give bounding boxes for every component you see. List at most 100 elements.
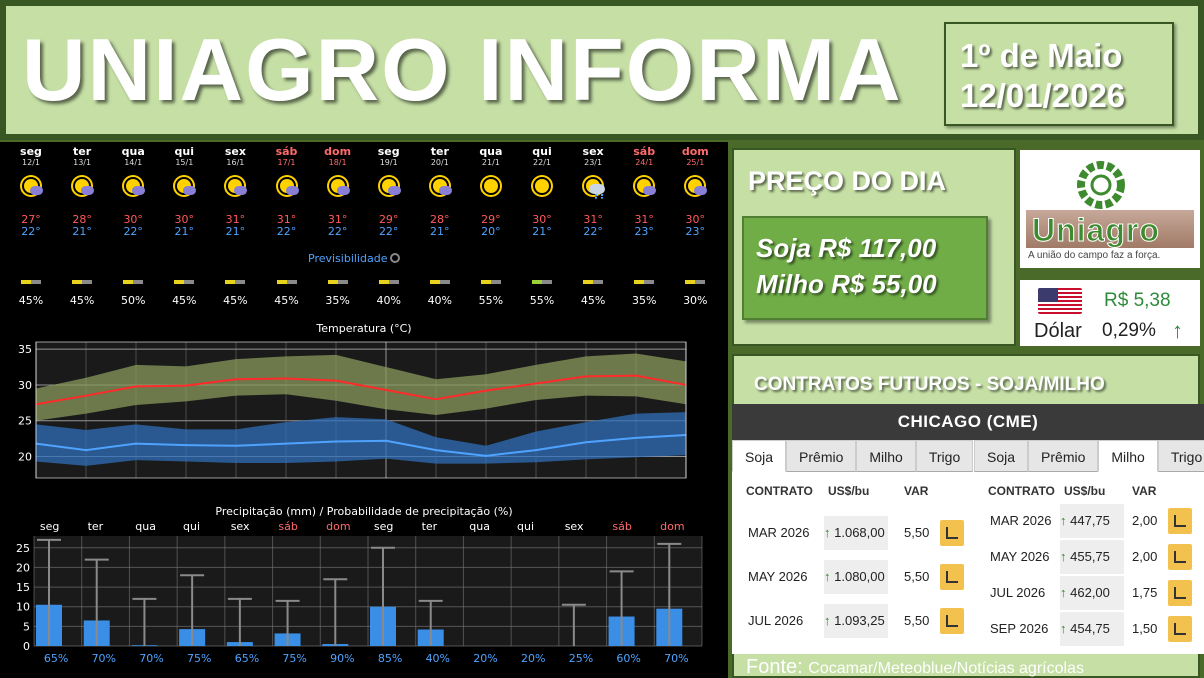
price-title: PREÇO DO DIA bbox=[748, 166, 947, 196]
column-header: VAR bbox=[904, 484, 929, 498]
contract-price: 455,75 bbox=[1070, 549, 1110, 564]
day-name: seg bbox=[20, 145, 42, 158]
temp-min: 22° bbox=[276, 225, 297, 238]
y-tick-label: 15 bbox=[16, 581, 30, 594]
predictability-value: 55% bbox=[478, 294, 504, 307]
date-box: 1º de Maio 12/01/2026 bbox=[944, 22, 1174, 126]
price-box: Soja R$ 117,00 Milho R$ 55,00 bbox=[742, 216, 988, 320]
x-tick-label: ter bbox=[88, 520, 104, 533]
chart-button[interactable] bbox=[1168, 616, 1192, 642]
temp-max: 27° bbox=[21, 213, 41, 226]
dollar-label: Dólar bbox=[1034, 320, 1082, 342]
x-tick-label: ter bbox=[422, 520, 438, 533]
chart-button[interactable] bbox=[940, 564, 964, 590]
day-date: 20/1 bbox=[430, 158, 449, 167]
day-date: 16/1 bbox=[226, 158, 245, 167]
cloud-shape bbox=[589, 184, 606, 194]
predictability-value: 45% bbox=[223, 294, 248, 307]
chart-button[interactable] bbox=[1168, 508, 1192, 534]
probability-label: 60% bbox=[616, 652, 640, 665]
day-name: ter bbox=[73, 145, 92, 158]
day-name: qui bbox=[174, 145, 195, 158]
y-tick-label: 30 bbox=[18, 379, 32, 392]
chart-button[interactable] bbox=[940, 520, 964, 546]
predictability-bar bbox=[123, 280, 144, 284]
day-name: qua bbox=[121, 145, 145, 158]
tab-trigo[interactable]: Trigo bbox=[915, 440, 974, 472]
temperature-line bbox=[35, 434, 687, 457]
contract-name: MAY 2026 bbox=[748, 569, 808, 584]
price-cell: ↑ 447,75 bbox=[1060, 504, 1124, 538]
sun-storm-icon bbox=[19, 176, 43, 200]
probability-label: 75% bbox=[282, 652, 306, 665]
source-prefix: Fonte: bbox=[746, 656, 803, 678]
chart-button[interactable] bbox=[940, 608, 964, 634]
forecast-day: qua 14/1 30° 22° bbox=[108, 146, 158, 238]
y-tick-label: 0 bbox=[23, 640, 30, 653]
temperature-chart-title: Temperatura (°C) bbox=[316, 322, 412, 335]
probability-label: 70% bbox=[92, 652, 116, 665]
dollar-variation: 0,29% bbox=[1102, 320, 1156, 341]
sun-icon bbox=[530, 176, 554, 200]
predictability-value: 40% bbox=[376, 294, 401, 307]
storm-cloud-shape bbox=[694, 186, 708, 195]
temp-max: 31° bbox=[276, 213, 297, 226]
tab-prêmio[interactable]: Prêmio bbox=[1028, 440, 1099, 472]
contract-variation: 2,00 bbox=[1132, 549, 1158, 564]
sun-storm-icon bbox=[377, 176, 401, 200]
up-arrow-icon: ↑ bbox=[824, 525, 831, 540]
day-name: ter bbox=[430, 145, 449, 158]
tab-soja[interactable]: Soja bbox=[974, 440, 1029, 472]
tab-milho[interactable]: Milho bbox=[856, 440, 916, 472]
predictability-text: Previsibilidade bbox=[308, 252, 388, 265]
source-footer: Fonte: Cocamar/Meteoblue/Notícias agríco… bbox=[746, 656, 1084, 678]
predictability-item: 30% bbox=[670, 280, 720, 307]
temp-max: 31° bbox=[583, 213, 603, 226]
predictability-value: 35% bbox=[631, 294, 657, 307]
table-row: MAR 2026 ↑ 1.068,00 5,50 bbox=[732, 516, 964, 550]
x-tick-label: qui bbox=[183, 520, 200, 533]
predictability-bar bbox=[21, 280, 41, 284]
predictability-value: 35% bbox=[325, 294, 350, 307]
temp-min: 22° bbox=[21, 225, 41, 238]
logo-emblem-icon bbox=[1077, 161, 1125, 209]
sun-storm-icon bbox=[121, 176, 146, 200]
price-cell: ↑ 1.080,00 bbox=[824, 560, 888, 594]
column-header: CONTRATO bbox=[746, 484, 813, 498]
contract-price: 1.068,00 bbox=[834, 525, 885, 540]
temp-max: 30° bbox=[123, 213, 143, 226]
predictability-item: 50% bbox=[108, 280, 158, 307]
temp-min: 22° bbox=[327, 225, 348, 238]
price-cell: ↑ 1.068,00 bbox=[824, 516, 888, 550]
sun-storm-icon bbox=[428, 176, 452, 200]
exchange-header: CHICAGO (CME) bbox=[732, 404, 1204, 440]
predictability-label: Previsibilidade bbox=[308, 252, 401, 265]
tab-trigo[interactable]: Trigo bbox=[1157, 440, 1204, 472]
sun-storm-icon bbox=[326, 176, 350, 200]
contract-price: 1.093,25 bbox=[834, 613, 885, 628]
temp-min: 22° bbox=[583, 225, 603, 238]
chart-button[interactable] bbox=[1168, 580, 1192, 606]
day-date: 24/1 bbox=[635, 158, 654, 167]
temperature-line bbox=[35, 374, 687, 406]
y-tick-label: 5 bbox=[23, 620, 30, 633]
tab-milho[interactable]: Milho bbox=[1098, 440, 1158, 472]
logo-text: Uniagro bbox=[1032, 212, 1160, 249]
temp-min: 22° bbox=[123, 225, 143, 238]
forecast-day: sex 16/1 31° 21° bbox=[210, 146, 260, 238]
predictability-bar bbox=[225, 280, 246, 284]
temp-min: 22° bbox=[378, 225, 399, 238]
predictability-item: 35% bbox=[619, 280, 669, 307]
predictability-value: 45% bbox=[172, 294, 197, 307]
predictability-item: 45% bbox=[568, 280, 618, 307]
tab-soja[interactable]: Soja bbox=[732, 440, 787, 472]
rain-shape bbox=[595, 194, 604, 199]
contract-price: 454,75 bbox=[1070, 621, 1110, 636]
temp-min: 21° bbox=[72, 225, 92, 238]
info-icon bbox=[390, 253, 401, 263]
futures-tables: Soja Prêmio Milho Trigo Soja Prêmio Milho Trig… bbox=[732, 440, 1204, 654]
chart-button[interactable] bbox=[1168, 544, 1192, 570]
predictability-bar bbox=[276, 280, 297, 284]
tab-prêmio[interactable]: Prêmio bbox=[786, 440, 857, 472]
predictability-item: 45% bbox=[57, 280, 107, 307]
